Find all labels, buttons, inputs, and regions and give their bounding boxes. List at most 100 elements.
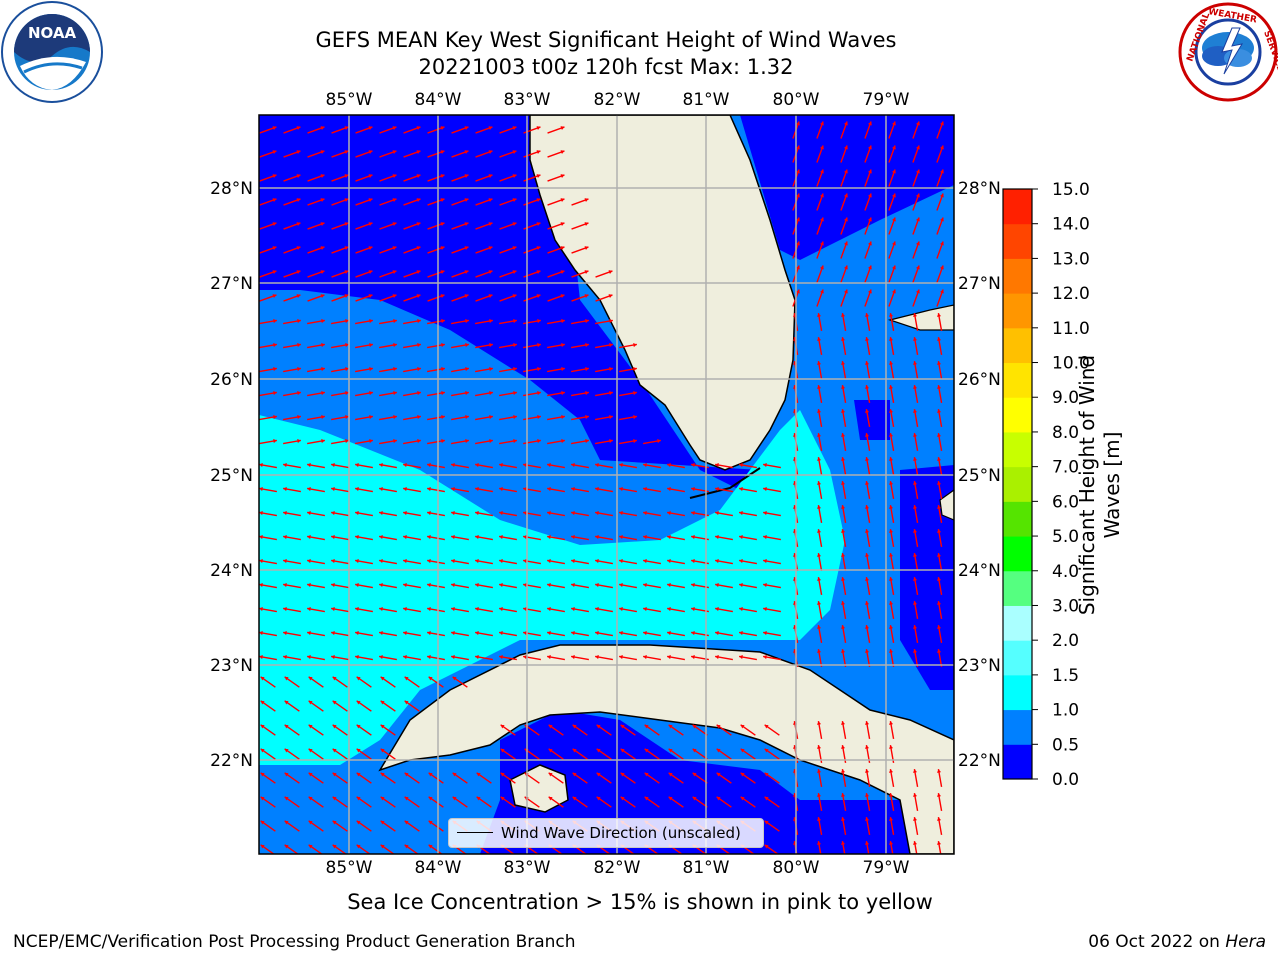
wave-arrow [739, 631, 757, 637]
wave-arrow [817, 601, 823, 619]
wave-arrow [764, 820, 780, 832]
wave-arrow [428, 772, 444, 784]
wave-arrow [452, 772, 468, 784]
wave-arrow [716, 796, 732, 808]
wave-arrow [888, 121, 896, 139]
wave-arrow [331, 655, 349, 661]
wave-arrow [667, 535, 685, 541]
wave-arrow [620, 772, 636, 784]
wave-arrow [841, 313, 847, 331]
wave-arrow [259, 222, 277, 230]
wave-arrow [403, 631, 421, 637]
wave-arrow [595, 294, 613, 302]
wave-band-00-05-bahama [854, 400, 890, 440]
wave-arrow [332, 772, 348, 784]
wave-arrow [715, 607, 733, 613]
wave-arrow [379, 150, 397, 158]
wave-arrow [841, 793, 847, 811]
footer-date: 06 Oct 2022 on Hera [1088, 932, 1266, 952]
wave-arrow [356, 700, 372, 712]
lat-tick-label-right: 25°N [958, 466, 1001, 486]
wave-arrow [571, 559, 589, 565]
wave-arrow [595, 607, 613, 613]
wave-arrow [865, 433, 871, 451]
wave-arrow [937, 313, 943, 331]
wave-arrow [936, 121, 944, 139]
wave-arrow [817, 769, 823, 787]
wave-arrow [571, 607, 589, 613]
wave-arrow [427, 607, 445, 613]
wave-arrow [499, 222, 517, 230]
wave-arrow [403, 391, 421, 397]
wave-arrow [523, 583, 541, 589]
footer-credit: NCEP/EMC/Verification Post Processing Pr… [13, 932, 576, 952]
lat-tick-label-left: 25°N [210, 466, 253, 486]
wave-arrow [499, 150, 517, 158]
wave-arrow [523, 439, 541, 445]
wave-arrow [816, 169, 824, 187]
wave-arrow [595, 367, 613, 373]
lon-tick-label-top: 80°W [773, 90, 820, 110]
wave-arrow [667, 511, 685, 517]
wave-arrow [841, 433, 847, 451]
wave-arrow [865, 601, 871, 619]
wave-arrow [427, 343, 445, 349]
wave-arrow [739, 559, 757, 565]
wave-arrow [889, 721, 895, 739]
wave-arrow [865, 721, 871, 739]
wave-arrow [937, 337, 943, 355]
wave-arrow [427, 583, 445, 589]
wave-arrow [865, 361, 871, 379]
wave-arrow [936, 193, 944, 211]
wave-arrow [571, 222, 589, 230]
wave-arrow [403, 607, 421, 613]
wave-arrow [403, 367, 421, 373]
wave-arrow [937, 457, 943, 475]
wave-arrow [355, 367, 373, 373]
wave-arrow [913, 337, 919, 355]
wave-arrow [331, 463, 349, 469]
wave-arrow [841, 817, 847, 835]
wave-arrow [451, 198, 469, 206]
wave-arrow [500, 772, 516, 784]
wave-arrow [619, 655, 637, 661]
wave-arrow [841, 529, 847, 547]
wave-arrow [427, 367, 445, 373]
wave-arrow [307, 270, 325, 278]
wave-arrow [620, 724, 636, 736]
wave-arrow [596, 748, 612, 760]
wave-arrow [619, 439, 637, 445]
wave-arrow [763, 583, 781, 589]
wave-arrow [864, 169, 872, 187]
wave-arrow [548, 724, 564, 736]
wave-arrow [475, 294, 493, 302]
wave-arrow [403, 535, 421, 541]
wave-arrow [764, 772, 780, 784]
wave-arrow [841, 409, 847, 427]
wave-arrow [403, 487, 421, 493]
wave-arrow [667, 655, 685, 661]
wave-arrow [283, 559, 301, 565]
wave-arrow [307, 367, 325, 373]
colorbar-tick-label: 12.0 [1052, 284, 1090, 304]
wave-arrow [475, 174, 493, 182]
wave-arrow [937, 601, 943, 619]
colorbar-tick-label: 3.0 [1052, 596, 1079, 616]
wave-arrow [840, 217, 848, 235]
wave-arrow [764, 724, 780, 736]
wave-arrow [865, 817, 871, 835]
wave-arrow [523, 415, 541, 421]
wave-arrow [619, 487, 637, 493]
wave-arrow [380, 676, 396, 688]
lat-tick-label-right: 22°N [958, 751, 1001, 771]
wave-arrow [283, 415, 301, 421]
wave-arrow [523, 535, 541, 541]
wave-arrow [284, 724, 300, 736]
wave-arrow [523, 631, 541, 637]
wave-arrow [331, 246, 349, 254]
wave-arrow [841, 625, 847, 643]
wave-arrow [283, 198, 301, 206]
wave-arrow [331, 511, 349, 517]
wave-arrow [451, 126, 469, 134]
wave-arrow [451, 246, 469, 254]
